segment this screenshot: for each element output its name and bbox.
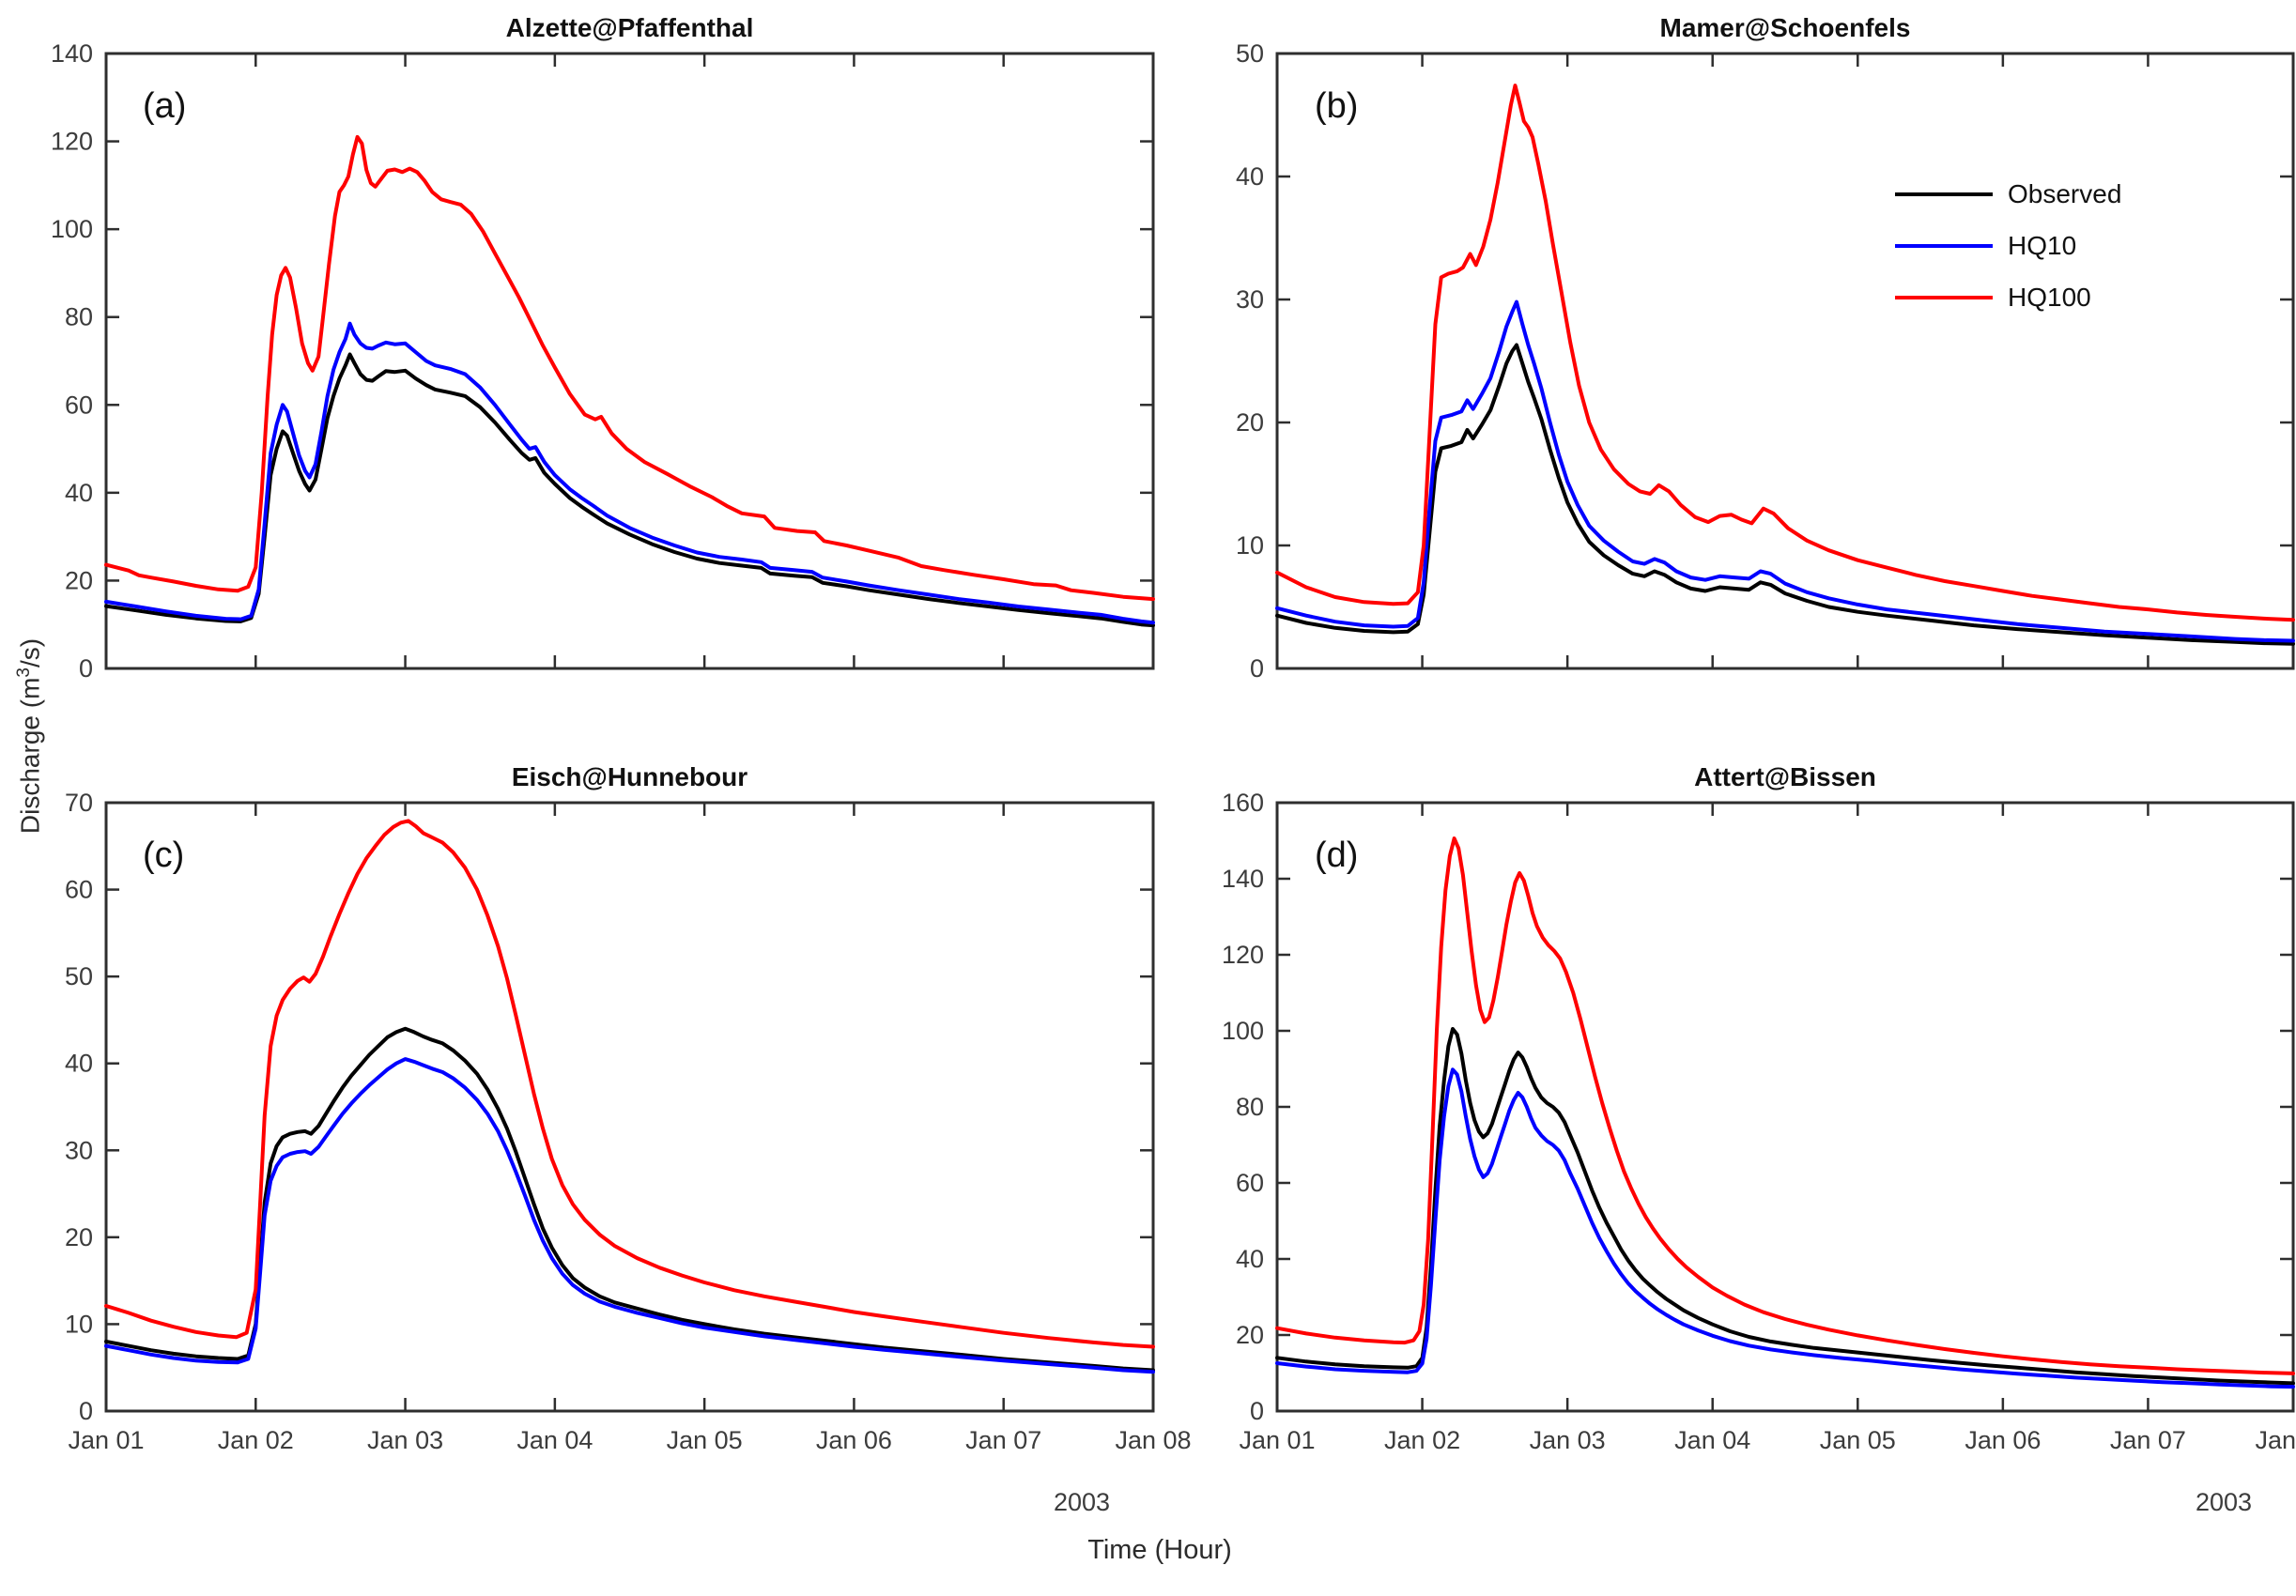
x-tick-label: Jan 05 xyxy=(667,1426,743,1454)
y-tick-label: 10 xyxy=(1236,531,1264,560)
x-tick-label: Jan 02 xyxy=(1384,1426,1460,1454)
x-tick-label: Jan 07 xyxy=(965,1426,1041,1454)
y-tick-label: 140 xyxy=(51,39,93,68)
y-tick-label: 30 xyxy=(65,1136,93,1164)
panel-b-title: Mamer@Schoenfels xyxy=(1659,13,1911,42)
series-line-hq100-(d) xyxy=(1275,836,2295,1375)
x-axis-label: Time (Hour) xyxy=(1087,1535,1232,1565)
panel-a-letter: (a) xyxy=(143,86,187,126)
x-tick-label: Jan 04 xyxy=(1674,1426,1750,1454)
series-line-observed-(b) xyxy=(1275,343,2295,646)
panel-c-title: Eisch@Hunnebour xyxy=(511,762,748,791)
y-tick-label: 80 xyxy=(65,303,93,331)
y-axis-label-superscript: 3 xyxy=(14,668,34,678)
legend-item-hq10: HQ10 xyxy=(1895,228,2121,264)
y-tick-label: 20 xyxy=(65,1223,93,1251)
x-tick-label: Jan 08 xyxy=(2255,1426,2296,1454)
y-tick-label: 40 xyxy=(65,1050,93,1078)
y-tick-label: 80 xyxy=(1236,1093,1264,1121)
y-tick-label: 30 xyxy=(1236,285,1264,314)
panel-c-letter: (c) xyxy=(143,836,185,875)
legend-item-observed: Observed xyxy=(1895,176,2121,212)
panel-d-letter: (d) xyxy=(1315,836,1359,875)
y-tick-label: 120 xyxy=(1222,941,1264,969)
x-tick-label: Jan 03 xyxy=(1530,1426,1606,1454)
series-line-hq10-(d) xyxy=(1275,1067,2295,1389)
y-tick-label: 120 xyxy=(51,128,93,156)
legend-item-hq100: HQ100 xyxy=(1895,280,2121,315)
panel-b-letter: (b) xyxy=(1315,86,1359,126)
y-tick-label: 20 xyxy=(65,566,93,594)
legend-label-observed: Observed xyxy=(2008,179,2122,208)
y-tick-label: 0 xyxy=(79,1397,93,1425)
y-tick-label: 140 xyxy=(1222,865,1264,893)
y-axis-label-unit: /s) xyxy=(15,637,45,668)
y-tick-label: 50 xyxy=(1236,39,1264,68)
series-line-observed-(a) xyxy=(104,352,1155,628)
y-tick-label: 60 xyxy=(65,391,93,419)
y-axis-label: Discharge (m3/s) xyxy=(14,534,55,938)
series-line-hq100-(c) xyxy=(104,819,1155,1349)
series-line-observed-(c) xyxy=(104,1026,1155,1373)
x-tick-label: Jan 07 xyxy=(2110,1426,2186,1454)
legend-line-observed-icon xyxy=(1895,192,1993,196)
y-tick-label: 100 xyxy=(51,215,93,243)
y-tick-label: 50 xyxy=(65,962,93,990)
x-tick-label: Jan 02 xyxy=(218,1426,294,1454)
series-line-hq100-(a) xyxy=(104,134,1155,602)
y-tick-label: 60 xyxy=(65,876,93,904)
y-tick-label: 60 xyxy=(1236,1169,1264,1197)
x-tick-label: Jan 04 xyxy=(516,1426,593,1454)
x-tick-label: Jan 05 xyxy=(1820,1426,1896,1454)
axes-box-(c) xyxy=(104,801,1155,1413)
y-tick-label: 100 xyxy=(1222,1017,1264,1045)
x-tick-label: Jan 01 xyxy=(1239,1426,1315,1454)
year-label-right: 2003 xyxy=(2195,1488,2253,1516)
y-tick-label: 0 xyxy=(1250,1397,1264,1425)
y-tick-label: 20 xyxy=(1236,408,1264,437)
panel-d-title: Attert@Bissen xyxy=(1694,762,1876,791)
series-line-hq10-(a) xyxy=(104,321,1155,625)
y-tick-label: 0 xyxy=(1250,654,1264,683)
y-tick-label: 40 xyxy=(1236,1245,1264,1273)
legend-label-hq10: HQ10 xyxy=(2008,231,2077,260)
y-tick-label: 70 xyxy=(65,789,93,817)
axes-box-(a) xyxy=(104,52,1155,670)
year-label-left: 2003 xyxy=(1053,1488,1111,1516)
panel-a-title: Alzette@Pfaffenthal xyxy=(505,13,754,42)
x-tick-label: Jan 08 xyxy=(1115,1426,1191,1454)
legend-line-hq100-icon xyxy=(1895,296,1993,299)
legend-label-hq100: HQ100 xyxy=(2008,283,2091,312)
legend-line-hq10-icon xyxy=(1895,244,1993,248)
x-tick-label: Jan 01 xyxy=(68,1426,144,1454)
y-tick-label: 40 xyxy=(1236,162,1264,191)
legend: Observed HQ10 HQ100 xyxy=(1895,176,2121,315)
series-line-hq10-(c) xyxy=(104,1057,1155,1374)
y-tick-label: 160 xyxy=(1222,789,1264,817)
y-axis-label-text: Discharge (m xyxy=(15,677,45,835)
y-tick-label: 40 xyxy=(65,479,93,507)
x-tick-label: Jan 03 xyxy=(367,1426,443,1454)
series-line-hq100-(b) xyxy=(1275,84,2295,622)
series-line-hq10-(b) xyxy=(1275,299,2295,643)
y-tick-label: 0 xyxy=(79,654,93,683)
axes-box-(b) xyxy=(1275,52,2295,670)
x-tick-label: Jan 06 xyxy=(1965,1426,2041,1454)
x-tick-label: Jan 06 xyxy=(816,1426,892,1454)
y-tick-label: 10 xyxy=(65,1310,93,1338)
series-line-observed-(d) xyxy=(1275,1027,2295,1386)
y-tick-label: 20 xyxy=(1236,1321,1264,1349)
